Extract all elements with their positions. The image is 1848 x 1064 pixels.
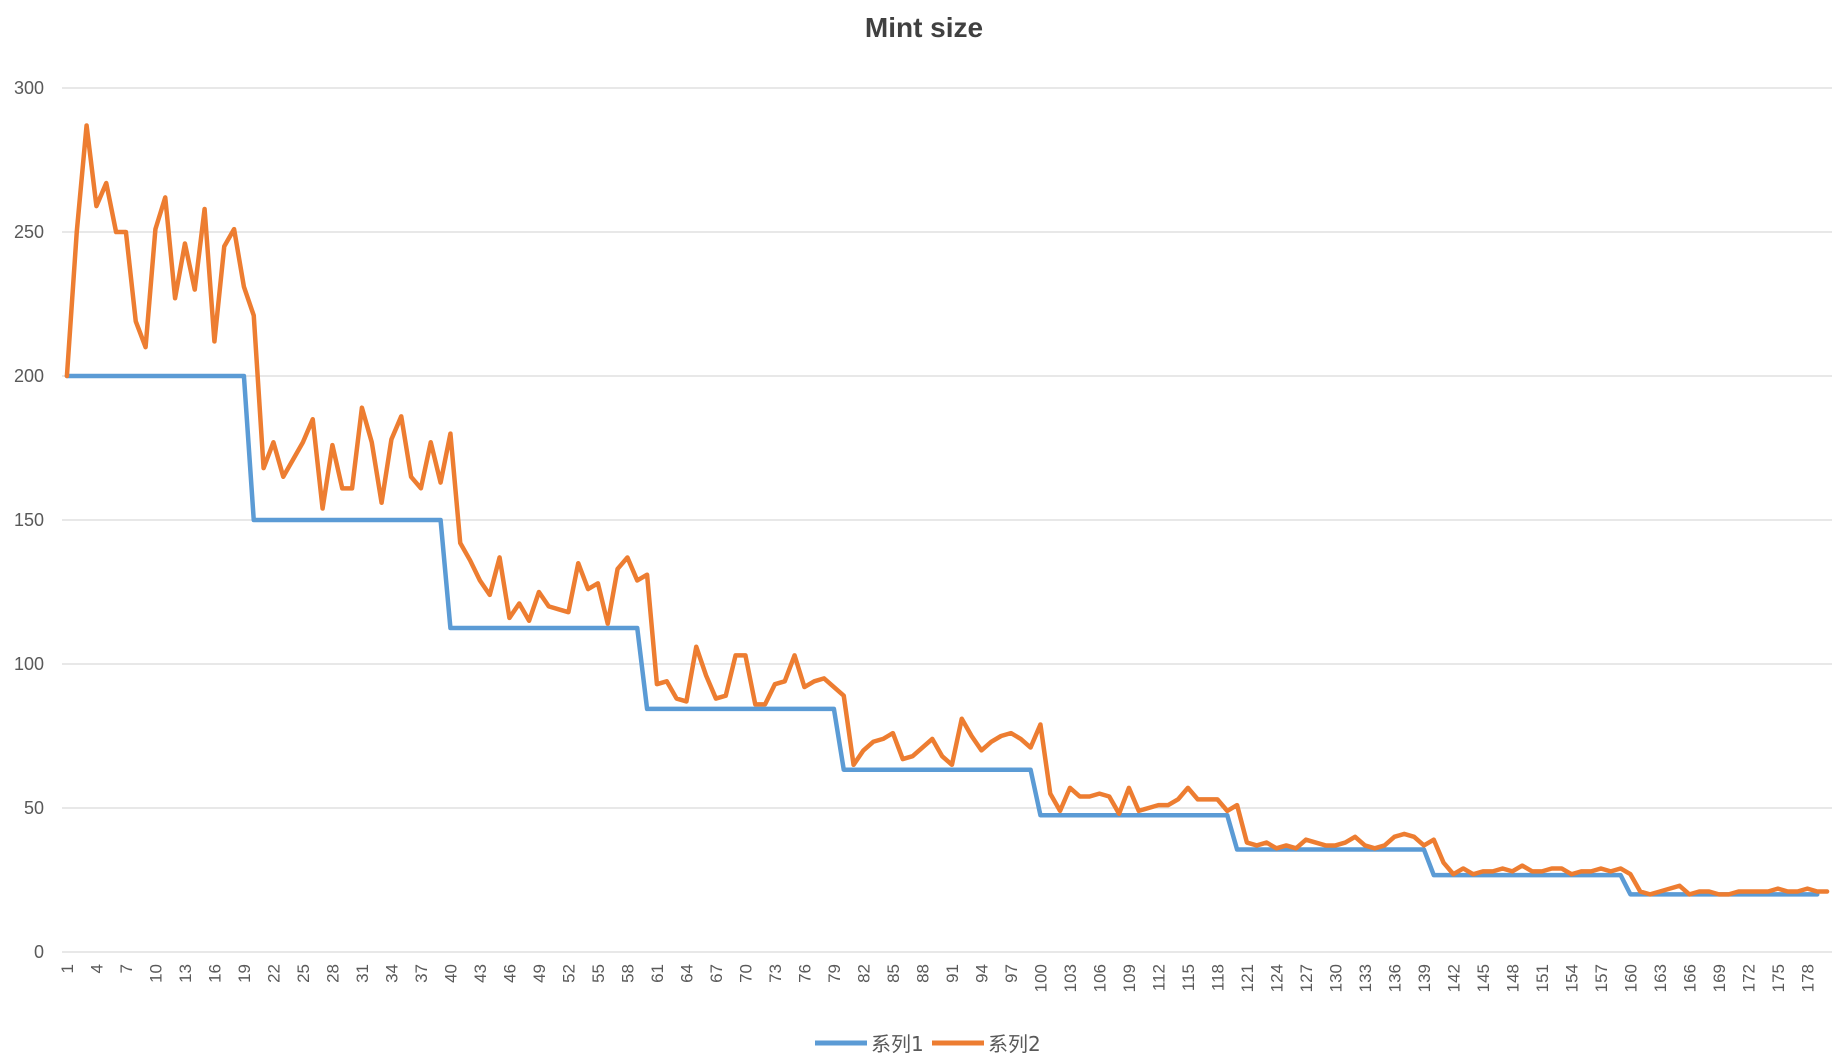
x-tick-label: 118 <box>1208 964 1227 991</box>
x-tick-label: 121 <box>1238 964 1257 992</box>
x-tick-label: 100 <box>1031 964 1050 992</box>
x-tick-label: 85 <box>884 964 903 983</box>
x-tick-label: 43 <box>471 964 490 983</box>
series-lines <box>64 123 1830 897</box>
x-tick-label: 31 <box>353 964 372 983</box>
x-tick-label: 133 <box>1356 964 1375 992</box>
x-tick-label: 136 <box>1385 964 1404 992</box>
x-tick-label: 163 <box>1651 964 1670 992</box>
x-tick-label: 70 <box>736 964 755 983</box>
x-tick-label: 28 <box>323 964 342 983</box>
series-line-2 <box>64 123 1830 897</box>
x-tick-label: 10 <box>146 964 165 983</box>
y-tick-label: 250 <box>14 222 44 242</box>
x-tick-label: 94 <box>972 964 991 983</box>
x-tick-label: 76 <box>795 964 814 983</box>
x-tick-label: 130 <box>1326 964 1345 992</box>
x-tick-label: 154 <box>1562 964 1581 992</box>
x-tick-label: 109 <box>1120 964 1139 992</box>
x-tick-label: 40 <box>441 964 460 983</box>
x-tick-label: 49 <box>530 964 549 983</box>
x-tick-label: 37 <box>412 964 431 983</box>
x-tick-label: 103 <box>1061 964 1080 992</box>
x-tick-label: 139 <box>1415 964 1434 992</box>
x-tick-label: 52 <box>559 964 578 983</box>
series-line-1 <box>64 373 1820 897</box>
x-tick-label: 160 <box>1621 964 1640 992</box>
x-tick-label: 73 <box>766 964 785 983</box>
y-tick-label: 100 <box>14 654 44 674</box>
x-tick-label: 55 <box>589 964 608 983</box>
x-tick-label: 34 <box>382 964 401 983</box>
x-tick-label: 4 <box>87 964 106 973</box>
x-axis-ticks: 1 4 7 10 13 16 19 22 25 28 31 34 37 40 43 46 49 52 55 58 61 6… <box>58 964 1817 992</box>
x-tick-label: 64 <box>677 964 696 983</box>
x-tick-label: 145 <box>1474 964 1493 992</box>
x-tick-label: 22 <box>264 964 283 983</box>
x-tick-label: 97 <box>1002 964 1021 983</box>
x-tick-label: 7 <box>117 964 136 973</box>
x-tick-label: 172 <box>1739 964 1758 992</box>
legend-label-2: 系列2 <box>988 1032 1041 1056</box>
x-tick-label: 106 <box>1090 964 1109 992</box>
y-tick-label: 150 <box>14 510 44 530</box>
x-tick-label: 124 <box>1267 964 1286 992</box>
x-tick-label: 151 <box>1533 964 1552 992</box>
x-tick-label: 58 <box>618 964 637 983</box>
x-tick-label: 13 <box>176 964 195 983</box>
x-tick-label: 148 <box>1503 964 1522 992</box>
x-tick-label: 16 <box>205 964 224 983</box>
x-tick-label: 127 <box>1297 964 1316 992</box>
y-tick-label: 300 <box>14 78 44 98</box>
x-tick-label: 46 <box>500 964 519 983</box>
x-tick-label: 91 <box>943 964 962 983</box>
x-tick-label: 112 <box>1149 964 1168 991</box>
x-tick-label: 115 <box>1179 964 1198 991</box>
y-tick-label: 0 <box>34 942 44 962</box>
x-tick-label: 175 <box>1769 964 1788 992</box>
x-tick-label: 178 <box>1798 964 1817 992</box>
x-tick-label: 88 <box>913 964 932 983</box>
x-tick-label: 169 <box>1710 964 1729 992</box>
x-tick-label: 82 <box>854 964 873 983</box>
x-tick-label: 142 <box>1444 964 1463 992</box>
x-tick-label: 61 <box>648 964 667 983</box>
legend: 系列1 系列2 <box>815 1032 1041 1056</box>
x-tick-label: 19 <box>235 964 254 983</box>
legend-label-1: 系列1 <box>871 1032 924 1056</box>
y-tick-label: 200 <box>14 366 44 386</box>
x-tick-label: 67 <box>707 964 726 983</box>
y-axis-ticks: 0 50 100 150 200 250 300 <box>14 78 44 962</box>
x-tick-label: 79 <box>825 964 844 983</box>
x-tick-label: 1 <box>58 964 77 973</box>
y-tick-label: 50 <box>24 798 44 818</box>
chart-title: Mint size <box>864 12 984 43</box>
x-tick-label: 25 <box>294 964 313 983</box>
x-tick-label: 166 <box>1680 964 1699 992</box>
x-tick-label: 157 <box>1592 964 1611 992</box>
